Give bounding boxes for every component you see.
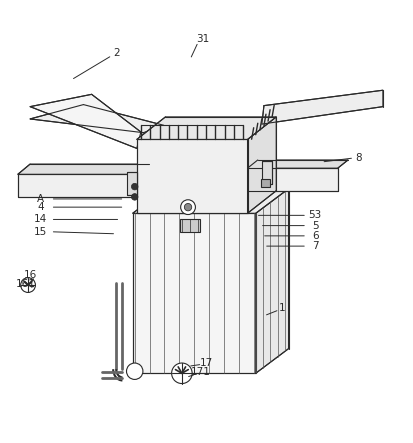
Polygon shape [137, 140, 247, 213]
Text: 8: 8 [355, 153, 362, 163]
Circle shape [184, 203, 192, 211]
Text: 14: 14 [34, 214, 47, 225]
Text: 4: 4 [37, 202, 44, 212]
Text: 53: 53 [309, 210, 322, 220]
Polygon shape [126, 172, 137, 195]
Bar [261, 179, 270, 187]
Polygon shape [18, 164, 149, 175]
Bar [180, 219, 200, 232]
Text: 16: 16 [24, 270, 37, 280]
Polygon shape [262, 90, 383, 124]
Polygon shape [30, 105, 164, 133]
Polygon shape [247, 160, 348, 168]
Text: 171: 171 [190, 367, 210, 377]
Circle shape [131, 194, 138, 200]
Polygon shape [256, 189, 289, 373]
Circle shape [180, 200, 195, 214]
Text: 5: 5 [312, 221, 318, 231]
Polygon shape [133, 213, 256, 373]
Polygon shape [247, 168, 338, 191]
Polygon shape [247, 117, 276, 213]
Circle shape [172, 363, 192, 384]
Text: 2: 2 [113, 48, 120, 58]
Polygon shape [30, 94, 141, 148]
Circle shape [131, 183, 138, 190]
Polygon shape [133, 189, 289, 213]
Text: 15: 15 [34, 227, 47, 237]
Polygon shape [18, 175, 137, 197]
Polygon shape [137, 117, 276, 140]
Polygon shape [262, 161, 272, 183]
Text: 1: 1 [279, 303, 286, 313]
Text: A: A [37, 194, 44, 204]
Text: 7: 7 [312, 241, 318, 251]
Text: 161: 161 [16, 279, 36, 289]
Circle shape [21, 278, 36, 292]
Circle shape [126, 363, 143, 380]
Text: 17: 17 [200, 358, 213, 368]
Text: 6: 6 [312, 231, 318, 241]
Text: 31: 31 [196, 34, 209, 44]
